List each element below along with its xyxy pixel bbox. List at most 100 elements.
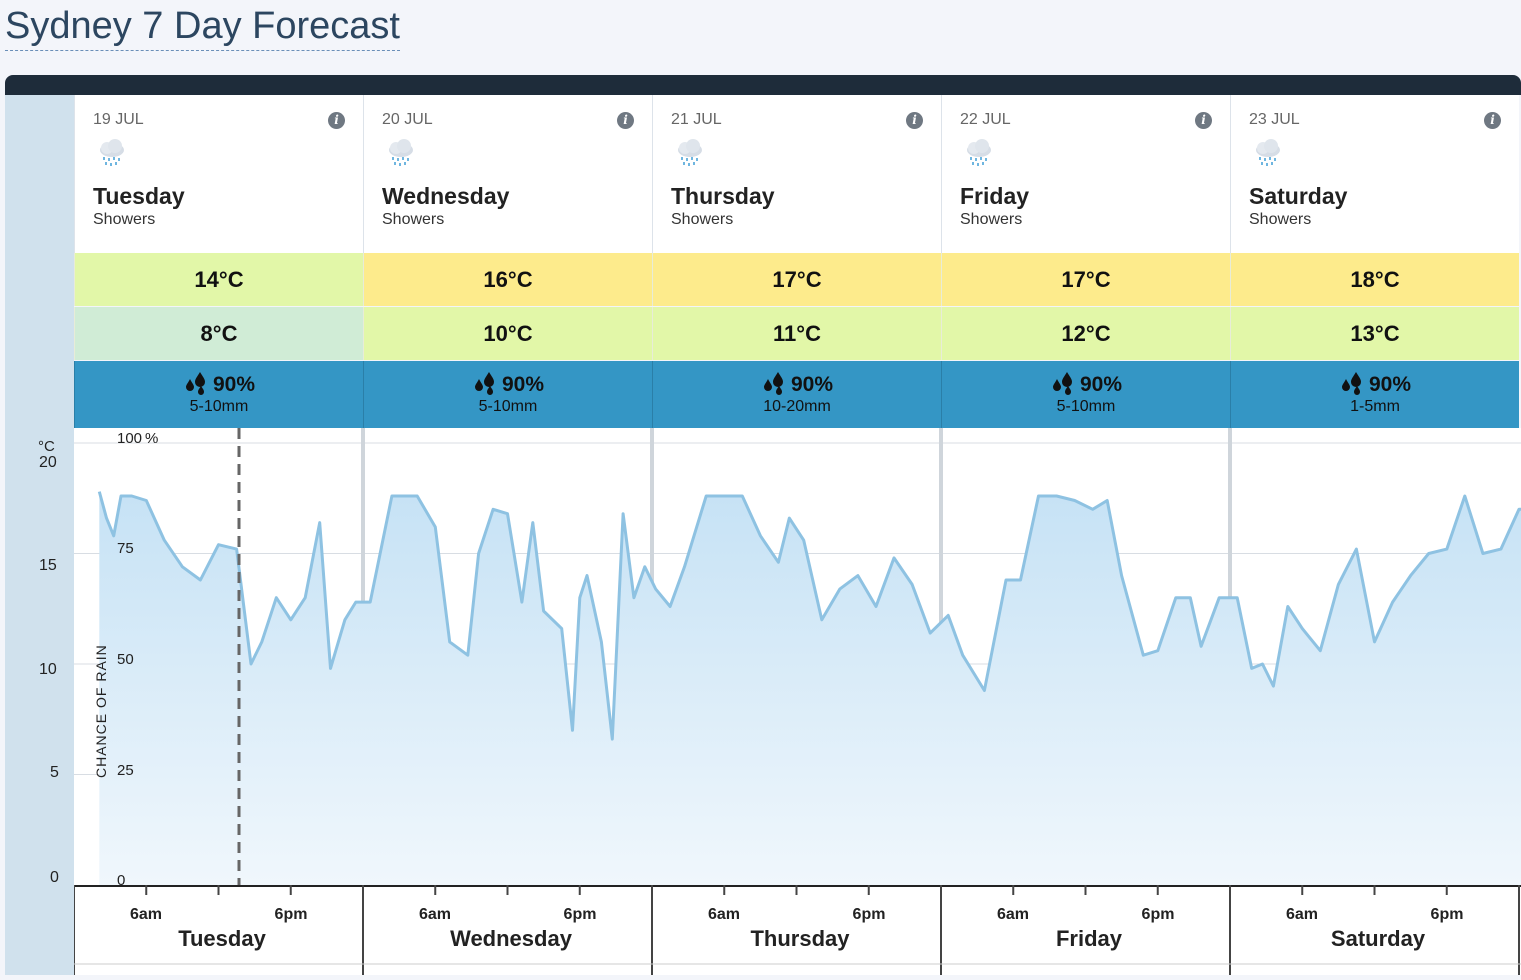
forecast-chart xyxy=(74,428,1521,888)
rain-area xyxy=(99,491,1521,885)
rain-cloud-icon xyxy=(964,139,994,169)
rain-chance-value: 90% xyxy=(212,373,256,396)
min-temp: 10°C xyxy=(363,307,652,360)
axis-column xyxy=(5,95,74,975)
min-temp: 11°C xyxy=(652,307,941,360)
day-date: 21 JUL xyxy=(671,111,722,128)
axis-day-label: Thursday xyxy=(750,926,850,951)
axis-day-label: Friday xyxy=(1055,926,1123,951)
max-temp: 17°C xyxy=(941,253,1230,306)
info-icon[interactable]: i xyxy=(617,112,634,129)
rain-chance: 90% xyxy=(1231,371,1519,397)
rain-cell: 90% 1-5mm xyxy=(1230,361,1519,428)
rain-cloud-icon xyxy=(97,139,127,169)
rain-cloud-icon xyxy=(675,139,705,169)
time-label: 6pm xyxy=(852,906,886,923)
time-axis xyxy=(73,885,1521,975)
day-header: 23 JUL i Saturday Showers xyxy=(1230,95,1519,253)
rain-cell: 90% 10-20mm xyxy=(652,361,941,428)
rain-cell: 90% 5-10mm xyxy=(941,361,1230,428)
day-header: 21 JUL i Thursday Showers xyxy=(652,95,941,253)
day-condition: Showers xyxy=(382,211,445,228)
rain-amount: 5-10mm xyxy=(189,398,249,415)
page-title: Sydney 7 Day Forecast xyxy=(5,4,400,51)
rain-cell: 90% 5-10mm xyxy=(363,361,652,428)
day-header: 20 JUL i Wednesday Showers xyxy=(363,95,652,253)
rain-amount: 5-10mm xyxy=(478,398,538,415)
max-temp: 14°C xyxy=(74,253,363,306)
day-header: 19 JUL i Tuesday Showers xyxy=(74,95,363,253)
info-icon[interactable]: i xyxy=(1195,112,1212,129)
time-label: 6pm xyxy=(1141,906,1175,923)
rain-amount: 5-10mm xyxy=(1056,398,1116,415)
day-name: Saturday xyxy=(1249,183,1348,209)
rain-chance: 90% xyxy=(653,371,941,397)
max-temp: 18°C xyxy=(1230,253,1519,306)
rain-tick-label: 75 xyxy=(117,540,134,557)
rain-chance: 90% xyxy=(364,371,652,397)
rain-tick-label: 0 xyxy=(117,872,126,889)
rain-chance-value: 90% xyxy=(790,373,834,396)
day-name: Thursday xyxy=(671,183,775,209)
info-icon[interactable]: i xyxy=(906,112,923,129)
rain-drops-icon xyxy=(472,371,498,395)
temp-tick-label: 15 xyxy=(39,557,57,574)
day-condition: Showers xyxy=(93,211,156,228)
rain-drops-icon xyxy=(1050,371,1076,395)
forecast-top-bar xyxy=(5,75,1521,95)
rain-chance-value: 90% xyxy=(1368,373,1412,396)
axis-day-label: Saturday xyxy=(1330,926,1426,951)
time-axis-ticks xyxy=(73,885,1521,975)
rain-amount: 1-5mm xyxy=(1350,398,1400,415)
day-date: 23 JUL xyxy=(1249,111,1300,128)
time-label: 6am xyxy=(707,906,741,923)
temp-tick-label: 20 xyxy=(39,454,57,471)
rain-tick-label: 100% xyxy=(117,430,159,447)
day-date: 22 JUL xyxy=(960,111,1011,128)
time-label: 6pm xyxy=(563,906,597,923)
rain-chance: 90% xyxy=(942,371,1230,397)
info-icon[interactable]: i xyxy=(328,112,345,129)
axis-day-label: Wednesday xyxy=(450,926,572,951)
rain-cloud-icon xyxy=(1253,139,1283,169)
rain-unit-label: % xyxy=(145,430,159,447)
rain-chance-value: 90% xyxy=(1079,373,1123,396)
day-name: Friday xyxy=(960,183,1030,209)
day-condition: Showers xyxy=(1249,211,1312,228)
min-temp: 8°C xyxy=(74,307,363,360)
rain-line xyxy=(97,491,1521,741)
rain-amount: 10-20mm xyxy=(763,398,831,415)
day-date: 20 JUL xyxy=(382,111,433,128)
rain-drops-icon xyxy=(761,371,787,395)
temp-tick-label: 5 xyxy=(50,764,59,781)
rain-chance-value: 90% xyxy=(501,373,545,396)
info-icon[interactable]: i xyxy=(1484,112,1501,129)
time-label: 6am xyxy=(129,906,163,923)
rain-cloud-icon xyxy=(386,139,416,169)
day-condition: Showers xyxy=(960,211,1023,228)
time-label: 6am xyxy=(996,906,1030,923)
rain-drops-icon xyxy=(183,371,209,395)
min-temp: 12°C xyxy=(941,307,1230,360)
max-temp: 16°C xyxy=(363,253,652,306)
rain-cell: 90% 5-10mm xyxy=(74,361,363,428)
axis-day-label: Tuesday xyxy=(178,926,266,951)
rain-drops-icon xyxy=(1339,371,1365,395)
time-label: 6pm xyxy=(274,906,308,923)
day-name: Tuesday xyxy=(93,183,185,209)
day-header: 22 JUL i Friday Showers xyxy=(941,95,1230,253)
min-temp: 13°C xyxy=(1230,307,1519,360)
time-label: 6am xyxy=(1285,906,1319,923)
temp-unit-label: °C xyxy=(38,438,55,455)
rain-chance: 90% xyxy=(75,371,363,397)
time-label: 6pm xyxy=(1430,906,1464,923)
temp-tick-label: 10 xyxy=(39,661,57,678)
rain-tick-label: 25 xyxy=(117,762,134,779)
day-name: Wednesday xyxy=(382,183,510,209)
time-label: 6am xyxy=(418,906,452,923)
temp-tick-label: 0 xyxy=(50,869,59,886)
chance-of-rain-label: CHANCE OF RAIN xyxy=(93,644,109,778)
rain-tick-label: 50 xyxy=(117,651,134,668)
day-date: 19 JUL xyxy=(93,111,144,128)
max-temp: 17°C xyxy=(652,253,941,306)
